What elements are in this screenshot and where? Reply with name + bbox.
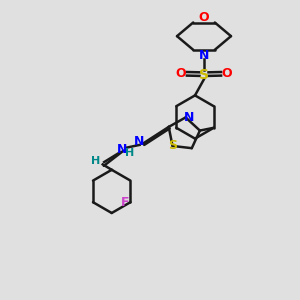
Text: N: N [117, 143, 128, 156]
Text: F: F [121, 196, 129, 209]
Text: H: H [92, 156, 101, 166]
Text: N: N [134, 135, 144, 148]
Text: O: O [222, 67, 232, 80]
Text: N: N [183, 111, 194, 124]
Text: H: H [125, 148, 134, 158]
Text: S: S [199, 68, 209, 82]
Text: S: S [168, 140, 177, 152]
Text: N: N [199, 49, 209, 62]
Text: O: O [199, 11, 209, 24]
Text: O: O [176, 67, 186, 80]
